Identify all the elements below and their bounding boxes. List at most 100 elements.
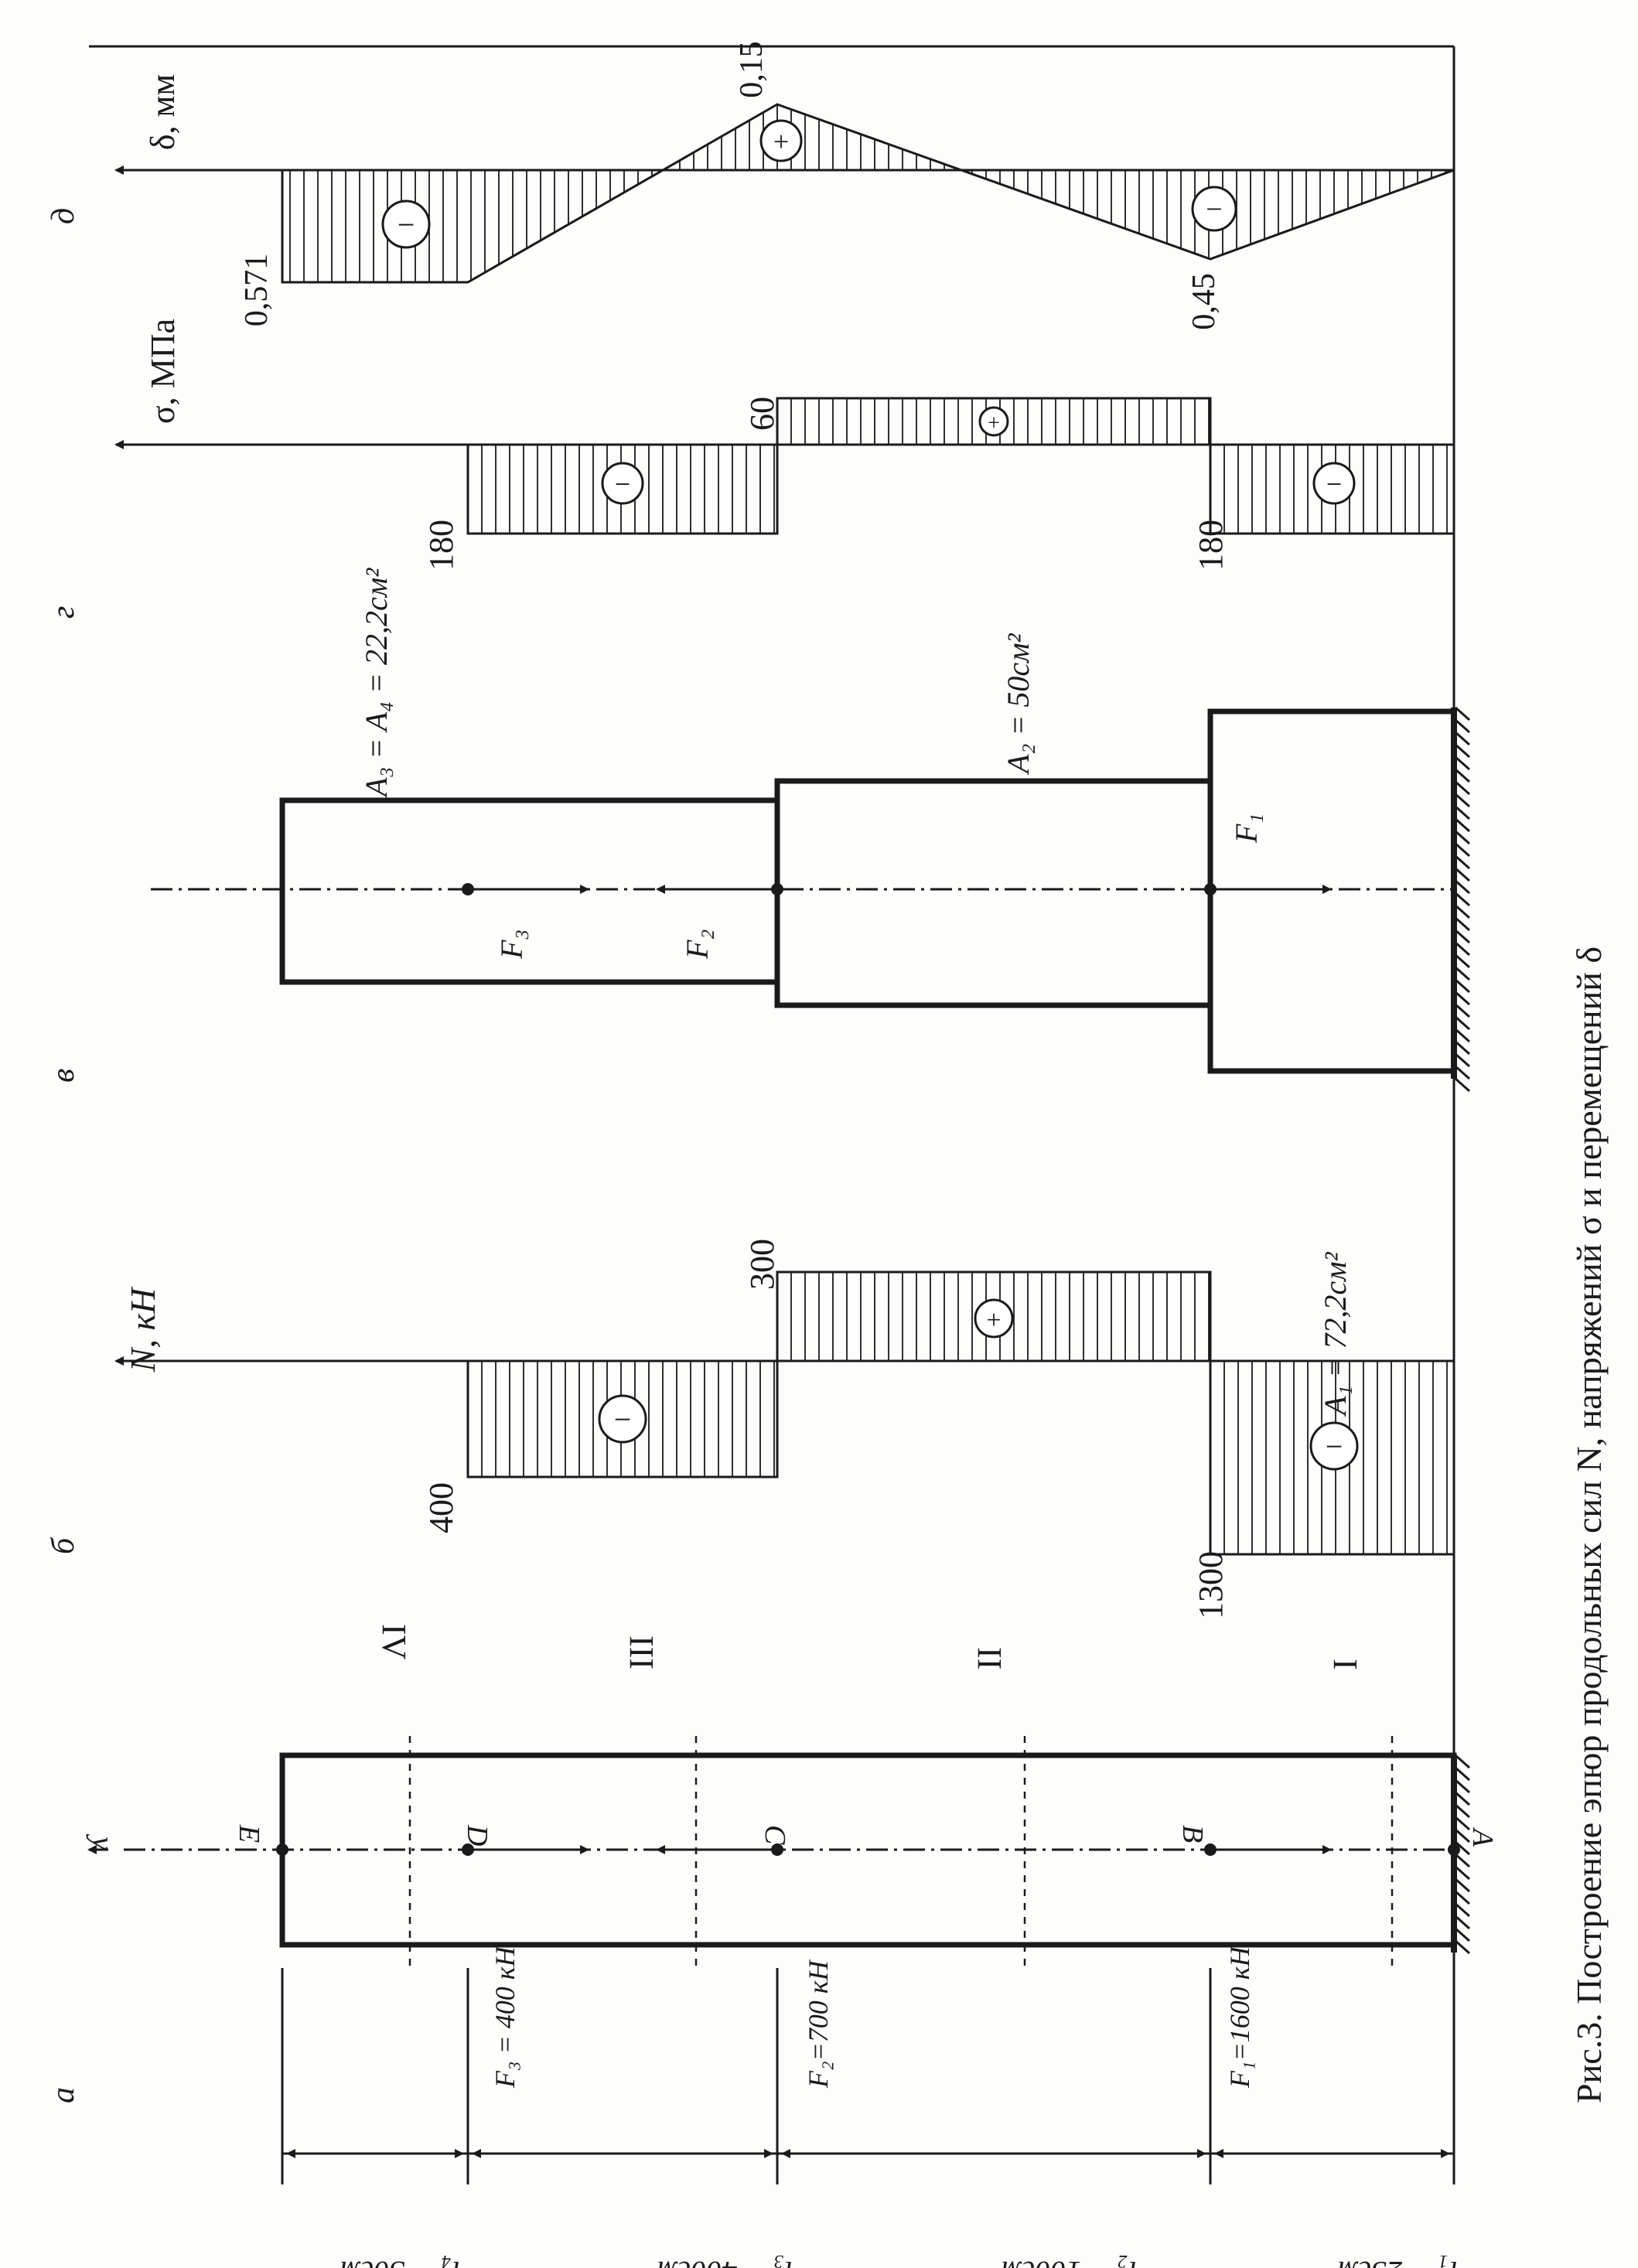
delta-value-045: 0,45 [1186, 273, 1222, 330]
length-l4: l₄ = 30см [340, 2255, 460, 2268]
section-III-label: III [623, 1635, 660, 1669]
N-hatching [481, 1272, 1448, 1554]
support-hatch-mark [1455, 1877, 1470, 1893]
support-hatch-mark [1455, 793, 1470, 808]
support-hatch-mark [1455, 1865, 1470, 1881]
length-l1: l₁ = 25см [1338, 2255, 1458, 2268]
N-segment-2 [776, 1270, 1212, 1363]
force-F3-value: F₃ = 400 кН [490, 1945, 520, 2089]
sigma-sign-circle-2 [978, 406, 1009, 437]
support-hatch-mark [1455, 1065, 1470, 1080]
delta-value-015: 0,15 [734, 41, 770, 98]
support-hatch-mark [1455, 916, 1470, 932]
support-hatch-mark [1455, 731, 1470, 746]
support-hatch-mark [1455, 768, 1470, 783]
panel-letter-d: д [46, 208, 81, 224]
support-hatch-mark [1455, 1890, 1470, 1905]
panel-a-scheme: y A B C D E I II III IV F₁=1600 кН F₂=70… [86, 1624, 1499, 2268]
support-hatch-mark [1455, 1927, 1470, 1942]
delta-axis-label: δ, мм [144, 74, 182, 150]
area-A2: A₂ = 50см² [1001, 633, 1036, 776]
bar-F1-label: F₁ [1229, 813, 1264, 844]
delta-sign-3: − [398, 207, 415, 242]
bar-F3-label: F₃ [494, 929, 529, 960]
N-sign-circle-3 [598, 1394, 647, 1444]
support-hatch-mark [1455, 842, 1470, 858]
support-hatch-mark [1455, 1028, 1470, 1043]
support-hatch-mark [1455, 879, 1470, 895]
area-A3-A4: A₃ = A₄ = 22,2см² [359, 568, 394, 799]
N-segment-1 [1209, 1359, 1455, 1556]
sigma-sign-circle-3 [601, 462, 644, 505]
support-hatch-mark [1455, 966, 1470, 981]
support-hatch-mark [1455, 892, 1470, 907]
N-value-300: 300 [743, 1239, 781, 1290]
delta-outline [281, 103, 1455, 284]
point-E-dot [276, 1843, 288, 1856]
panel-letter-g: г [46, 606, 81, 619]
support-hatch-mark [1455, 718, 1470, 734]
support-hatch-mark [1455, 953, 1470, 969]
support-hatch-mark [1455, 1040, 1470, 1056]
support-hatch-mark [1455, 1754, 1470, 1769]
bar-part-2 [774, 778, 1210, 1008]
support-hatch-mark [1455, 1803, 1470, 1819]
point-B-label: B [1176, 1825, 1209, 1843]
support-hatch-mark [1455, 1840, 1470, 1856]
delta-value-0571: 0,571 [239, 254, 275, 327]
sigma-sign-2: + [988, 411, 1000, 435]
support-hatch-mark [1455, 1902, 1470, 1918]
panel-v-bar: F₁ F₂ F₃ A₁ = 72,2см² A₂ = 50см² A₃ = A₄… [151, 568, 1470, 1417]
support-hatch-mark [1455, 1003, 1470, 1018]
panel-letter-b: б [46, 1536, 81, 1554]
point-C-label: C [759, 1825, 791, 1845]
support-hatch-mark [1455, 978, 1470, 994]
sigma-sign-1: − [1326, 469, 1342, 500]
panel-letter-v: в [46, 1069, 81, 1083]
force-F2-value: F₂=700 кН [803, 1959, 834, 2089]
support-hatch-mark [1455, 805, 1470, 820]
length-l3: l₃ = 400см [657, 2255, 793, 2268]
y-axis-label: y [86, 1833, 121, 1850]
delta-sign-circle-2 [759, 119, 803, 162]
support-hatch-mark [1455, 1779, 1470, 1794]
delta-sign-1: − [1206, 193, 1222, 226]
bar-part-3 [279, 797, 777, 985]
support-hatch-mark [1455, 991, 1470, 1006]
sigma-value-60: 60 [743, 397, 781, 431]
point-E-label: E [233, 1824, 265, 1843]
support-hatch-mark [1455, 1791, 1470, 1806]
N-axis-label: N, кН [123, 1286, 162, 1373]
N-sign-3: − [614, 1402, 632, 1437]
delta-hatching [289, 104, 1446, 282]
N-sign-1: − [1326, 1429, 1343, 1464]
support-hatch-mark [1455, 743, 1470, 759]
sigma-segment-3 [466, 443, 779, 535]
support-hatch-mark [1455, 929, 1470, 944]
delta-sign-circle-1 [1191, 186, 1237, 232]
sigma-hatching [481, 398, 1448, 534]
sigma-segment-1 [1209, 443, 1455, 535]
point-D-label: D [461, 1824, 493, 1846]
force-F1-value: F₁=1600 кН [1224, 1945, 1255, 2089]
section-II-label: II [971, 1647, 1008, 1669]
support-hatch-mark [1455, 1915, 1470, 1930]
area-A1: A₁ = 72,2см² [1318, 1251, 1353, 1417]
point-A-dot [1448, 1843, 1460, 1856]
N-value-1300: 1300 [1192, 1551, 1230, 1619]
bar-F2-label: F₂ [680, 929, 715, 960]
point-A-label: A [1466, 1826, 1499, 1847]
N-sign-circle-2 [974, 1298, 1014, 1339]
N-sign-circle-1 [1309, 1421, 1359, 1471]
panel-g-sigma-diagram: − + − 180 60 180 σ, МПа [114, 319, 1455, 571]
panel-letter-a: а [46, 2087, 81, 2103]
support-hatch-mark [1455, 755, 1470, 771]
sigma-value-180-top: 180 [422, 520, 460, 571]
support-hatch-mark [1455, 780, 1470, 796]
N-sign-2: + [986, 1306, 1001, 1335]
figure-caption: Рис.3. Построение эпюр продольных сил N,… [1569, 946, 1609, 2103]
support-hatch-mark [1455, 1853, 1470, 1868]
support-hatch-v [1451, 706, 1470, 1093]
